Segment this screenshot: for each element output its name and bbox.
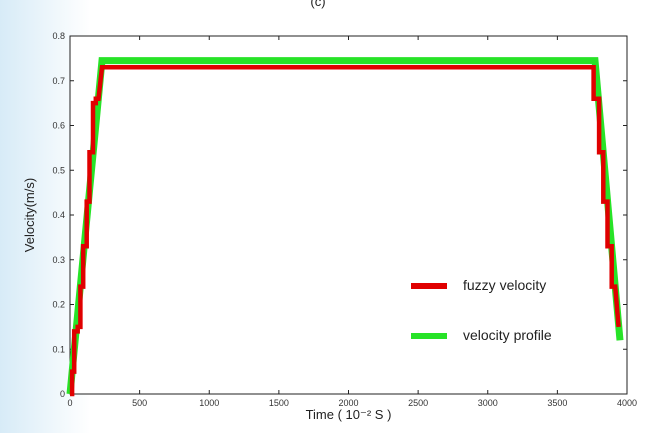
x-tick-label: 3500	[547, 398, 567, 408]
series-line-fuzzy-velocity	[69, 65, 621, 397]
x-tick-label: 4000	[617, 398, 637, 408]
legend-label-velocity-profile: velocity profile	[463, 327, 552, 343]
panel-label: (c)	[310, 0, 325, 9]
x-tick-label: 0	[67, 398, 72, 408]
y-tick-label: 0.8	[52, 31, 65, 41]
x-tick-label: 1500	[269, 398, 289, 408]
y-tick-label: 0.2	[52, 300, 65, 310]
y-tick-label: 0.4	[52, 210, 65, 220]
x-axis-title: Time ( 10⁻² S )	[306, 407, 392, 422]
legend-label-fuzzy-velocity: fuzzy velocity	[463, 277, 546, 293]
x-tick-label: 500	[132, 398, 147, 408]
y-tick-label: 0.3	[52, 255, 65, 265]
y-axis-title: Velocity(m/s)	[22, 178, 37, 252]
plot-area	[69, 35, 628, 395]
x-tick-label: 2000	[338, 398, 358, 408]
y-tick-label: 0	[60, 389, 65, 399]
x-tick-label: 2500	[408, 398, 428, 408]
x-tick-label: 1000	[199, 398, 219, 408]
y-tick-label: 0.5	[52, 165, 65, 175]
y-tick-label: 0.6	[52, 121, 65, 131]
y-tick-label: 0.1	[52, 344, 65, 354]
y-tick-label: 0.7	[52, 76, 65, 86]
x-tick-label: 3000	[478, 398, 498, 408]
